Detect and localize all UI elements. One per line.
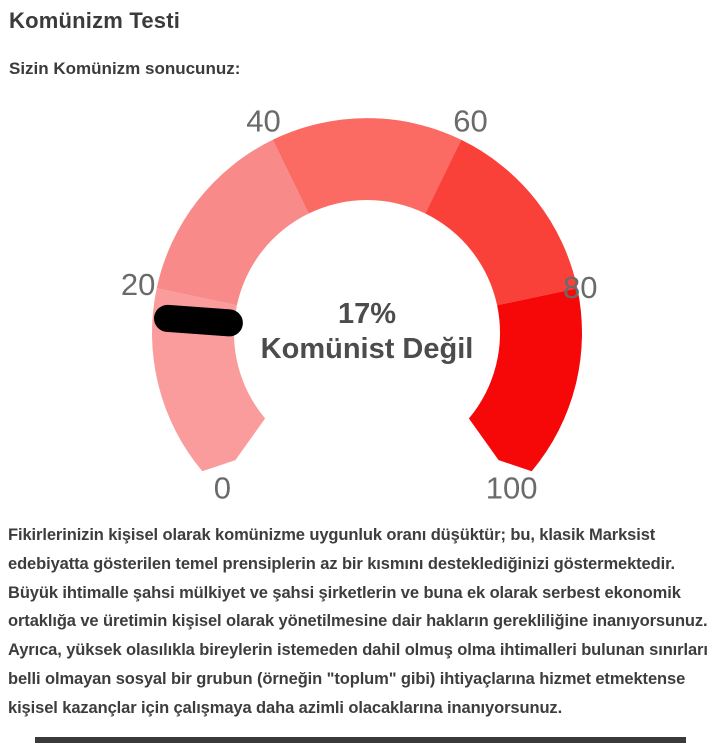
gauge-tick-label-40: 40 [246, 103, 280, 138]
gauge-segment-20-40 [156, 139, 309, 306]
gauge-value: 17% [337, 298, 397, 330]
gauge-svg: 0 20 40 60 80 100 [121, 103, 598, 506]
gauge-tick-label-100: 100 [486, 471, 538, 506]
gauge-segment-80-100 [468, 288, 582, 472]
next-section-edge [35, 737, 686, 743]
gauge-needle [154, 304, 243, 337]
gauge-tick-label-60: 60 [453, 103, 487, 138]
result-description: Fikirlerinizin kişisel olarak komünizme … [8, 526, 708, 717]
gauge-segment-40-60 [272, 118, 462, 214]
gauge-tick-label-0: 0 [214, 471, 231, 506]
gauge-tick-label-20: 20 [121, 267, 155, 302]
gauge-result-text: Komünist Değil [260, 333, 474, 365]
page-title: Komünizm Testi [9, 8, 181, 33]
result-heading: Sizin Komünizm sonucunuz: [9, 59, 241, 78]
gauge-tick-label-80: 80 [563, 270, 597, 305]
gauge-segment-0-20 [152, 288, 266, 472]
gauge-segment-60-80 [425, 139, 578, 306]
gauge-center-label: 17% Komünist Değil [261, 297, 474, 367]
